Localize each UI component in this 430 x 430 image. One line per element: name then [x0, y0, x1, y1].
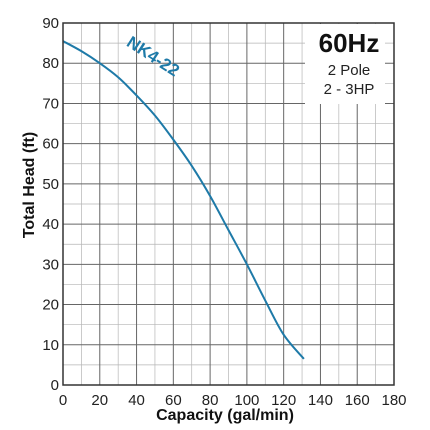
- x-tick-label: 160: [345, 392, 370, 409]
- x-tick-label: 180: [381, 392, 406, 409]
- y-tick-label: 30: [42, 256, 59, 273]
- x-tick-label: 80: [202, 392, 219, 409]
- x-tick-label: 0: [59, 392, 67, 409]
- y-tick-label: 80: [42, 55, 59, 72]
- info-box-background: [305, 24, 385, 104]
- series-label: NK4-22: [123, 33, 182, 81]
- y-tick-labels: 0 10 20 30 40 50 60 70 80 90: [42, 15, 59, 394]
- y-tick-label: 50: [42, 176, 59, 193]
- series-line-nk4-22: [62, 40, 305, 360]
- x-tick-label: 60: [165, 392, 182, 409]
- y-tick-label: 40: [42, 216, 59, 233]
- frequency-label: 60Hz: [319, 28, 380, 58]
- y-tick-label: 10: [42, 337, 59, 354]
- x-tick-label: 20: [91, 392, 108, 409]
- y-axis-label: Total Head (ft): [21, 132, 38, 238]
- minor-grid: [63, 23, 394, 385]
- x-tick-label: 40: [128, 392, 145, 409]
- y-tick-label: 90: [42, 15, 59, 32]
- y-tick-label: 20: [42, 297, 59, 314]
- y-tick-label: 70: [42, 95, 59, 112]
- x-tick-labels: 0 20 40 60 80 100 120 140 160 180: [59, 392, 407, 409]
- horsepower-label: 2 - 3HP: [324, 81, 375, 98]
- x-tick-label: 140: [308, 392, 333, 409]
- y-tick-label: 0: [51, 377, 59, 394]
- x-tick-label: 100: [234, 392, 259, 409]
- series-layer: NK4-22: [62, 33, 305, 360]
- x-axis-label: Capacity (gal/min): [156, 407, 294, 424]
- x-tick-label: 120: [271, 392, 296, 409]
- plot-frame: [62, 22, 395, 386]
- poles-label: 2 Pole: [328, 62, 371, 79]
- y-tick-label: 60: [42, 136, 59, 153]
